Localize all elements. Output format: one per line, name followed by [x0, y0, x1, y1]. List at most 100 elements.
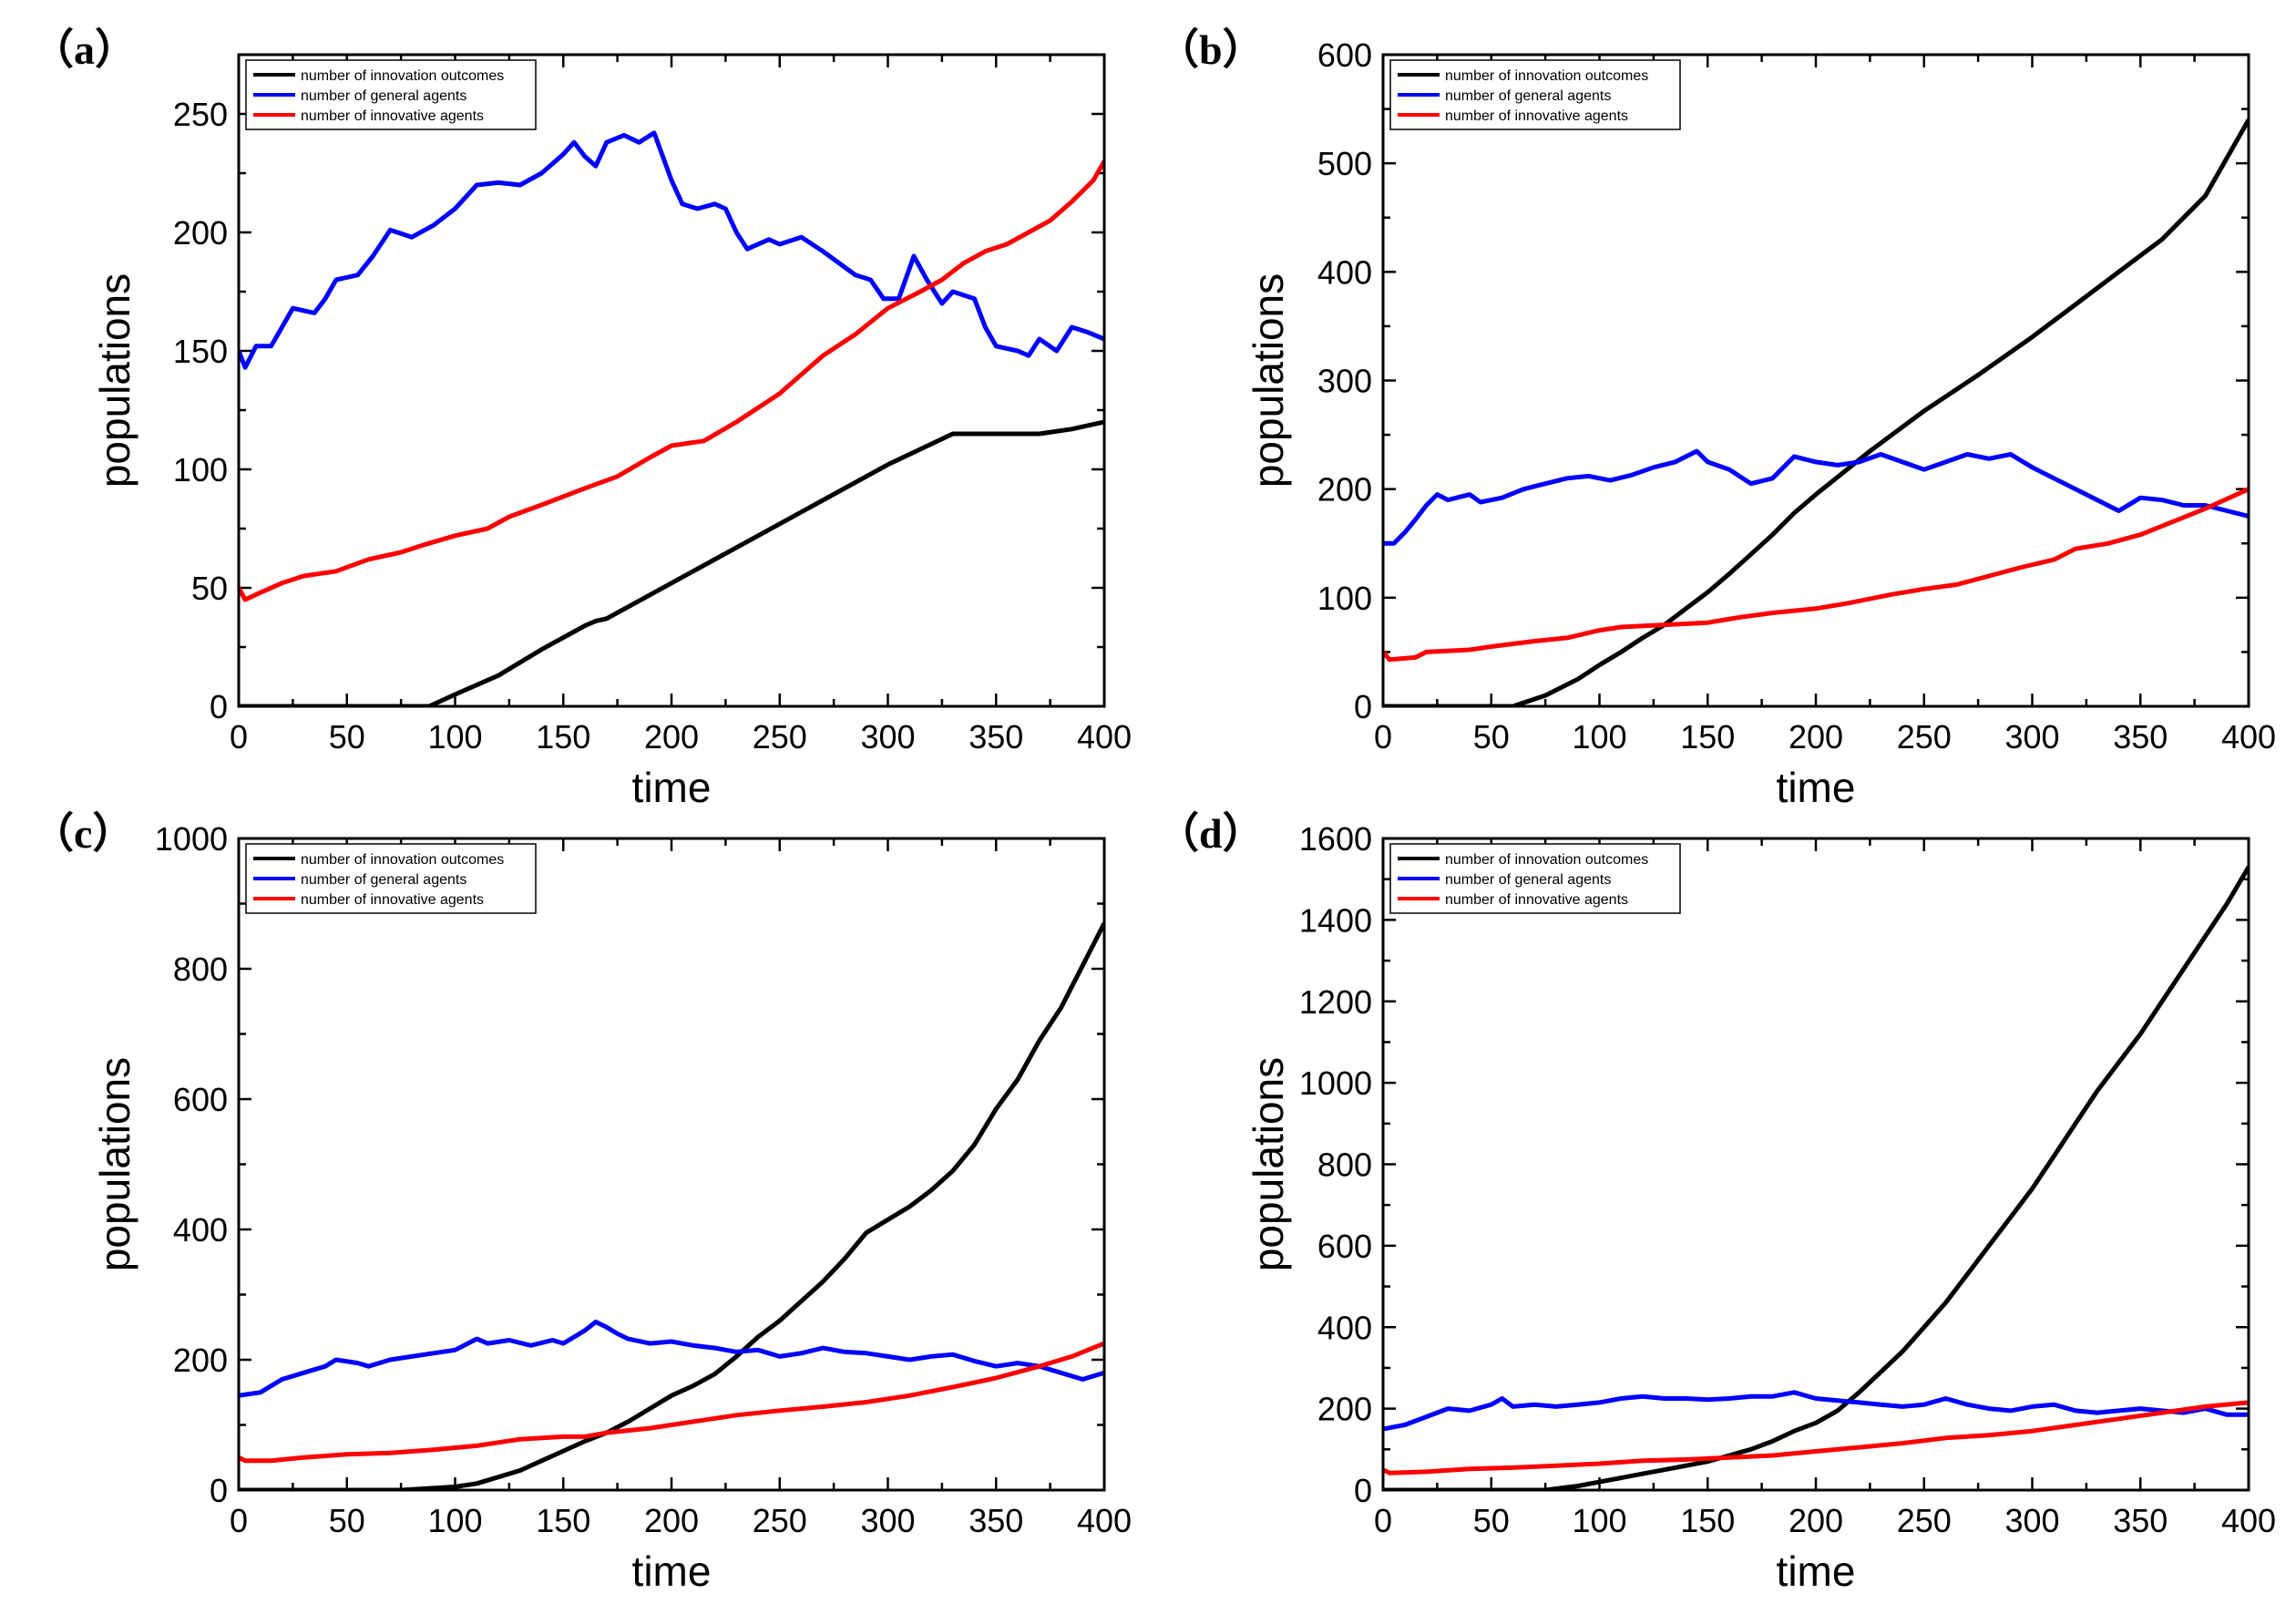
panel-label: （a）	[32, 26, 137, 73]
x-tick-label: 150	[1680, 1502, 1735, 1539]
x-tick-label: 50	[329, 718, 365, 756]
plot-frame	[1381, 837, 2250, 1492]
y-tick-label: 600	[1317, 1228, 1372, 1265]
y-tick-label: 100	[1317, 580, 1372, 617]
series-line-3	[1383, 1400, 2249, 1475]
y-tick-label: 150	[173, 333, 228, 370]
y-axis-title: populations	[91, 273, 138, 488]
y-tick-label: 200	[173, 1342, 228, 1379]
y-tick-label: 1600	[1299, 820, 1372, 858]
x-tick-label: 350	[969, 718, 1023, 756]
x-tick-label: 100	[1572, 718, 1626, 756]
x-tick-label: 400	[1077, 1502, 1132, 1539]
series-line-1	[1383, 118, 2249, 706]
x-tick-label: 300	[2004, 718, 2059, 756]
x-tick-label: 250	[1897, 1502, 1952, 1539]
x-tick-label: 200	[644, 718, 699, 756]
chart-panel-2: （b） 0 50 100 150 200 250 300 350 400 0 100 200 300 400…	[1157, 26, 2276, 811]
legend-entry-3: number of innovative agents	[301, 892, 484, 908]
x-tick-label: 250	[753, 718, 807, 756]
x-tick-label: 300	[2004, 1502, 2059, 1539]
series-line-3	[239, 1341, 1104, 1464]
y-tick-label: 200	[1317, 471, 1372, 509]
y-tick-label: 0	[1354, 1472, 1372, 1509]
series-line-3	[1383, 487, 2249, 663]
y-tick-label: 1000	[155, 820, 228, 858]
legend-entry-3: number of innovative agents	[1445, 892, 1628, 908]
legend-entry-1: number of innovation outcomes	[1445, 68, 1648, 84]
x-tick-label: 350	[2113, 718, 2168, 756]
legend-entry-3: number of innovative agents	[1445, 108, 1628, 124]
y-tick-label: 400	[1317, 1309, 1372, 1346]
series-line-1	[239, 921, 1104, 1490]
y-tick-label: 800	[173, 951, 228, 988]
legend-entry-1: number of innovation outcomes	[301, 68, 504, 84]
series-line-2	[239, 130, 1104, 370]
legend-entry-2: number of general agents	[1445, 88, 1611, 104]
legend-entry-2: number of general agents	[1445, 872, 1611, 888]
y-tick-label: 1200	[1299, 983, 1372, 1021]
x-tick-label: 250	[753, 1502, 807, 1539]
x-tick-label: 150	[536, 718, 590, 756]
x-tick-label: 400	[2221, 1502, 2276, 1539]
x-tick-label: 100	[427, 718, 482, 756]
x-tick-label: 200	[1789, 1502, 1843, 1539]
y-tick-label: 600	[173, 1081, 228, 1118]
x-tick-label: 350	[2113, 1502, 2168, 1539]
legend: number of innovation outcomes number of g…	[1389, 59, 1681, 130]
y-tick-label: 300	[1317, 363, 1372, 400]
x-tick-label: 250	[1897, 718, 1952, 756]
y-tick-label: 250	[173, 96, 228, 133]
y-axis-title: populations	[1245, 273, 1292, 488]
y-tick-label: 200	[173, 214, 228, 252]
series-line-1	[1383, 866, 2249, 1490]
y-tick-label: 600	[1317, 36, 1372, 74]
y-tick-label: 0	[210, 1472, 228, 1509]
x-axis-title: time	[632, 764, 712, 811]
x-tick-label: 400	[1077, 718, 1132, 756]
x-axis-title: time	[1777, 764, 1856, 811]
y-tick-label: 400	[173, 1211, 228, 1249]
x-tick-label: 100	[427, 1502, 482, 1539]
x-tick-label: 200	[644, 1502, 699, 1539]
chart-panel-3: （c） 0 50 100 150 200 250 300 350 400 0 200 400 600 800…	[32, 810, 1132, 1595]
chart-panel-1: （a） 0 50 100 150 200 250 300 350 400 0 50 100 150 200 2…	[32, 26, 1132, 811]
y-tick-label: 1400	[1299, 901, 1372, 939]
x-tick-label: 400	[2221, 718, 2276, 756]
series-line-3	[239, 159, 1104, 602]
chart-panel-4: （d） 0 50 100 150 200 250 300 350 400 0 200 400 600 800…	[1157, 810, 2276, 1595]
y-tick-label: 800	[1317, 1146, 1372, 1184]
y-tick-label: 0	[1354, 688, 1372, 725]
x-tick-label: 0	[230, 718, 248, 756]
y-axis-title: populations	[91, 1057, 138, 1271]
legend-entry-2: number of general agents	[301, 88, 466, 104]
x-tick-label: 150	[536, 1502, 590, 1539]
x-tick-label: 50	[329, 1502, 365, 1539]
y-tick-label: 50	[191, 570, 228, 607]
x-tick-label: 300	[860, 1502, 915, 1539]
x-tick-label: 300	[860, 718, 915, 756]
y-tick-label: 500	[1317, 145, 1372, 182]
legend: number of innovation outcomes number of g…	[1389, 843, 1681, 914]
plot-frame	[237, 837, 1106, 1492]
plot-frame	[237, 53, 1106, 708]
x-axis-title: time	[1777, 1547, 1856, 1595]
x-tick-label: 0	[1374, 718, 1392, 756]
legend: number of innovation outcomes number of g…	[245, 59, 537, 130]
plot-frame	[1381, 53, 2250, 708]
series-line-2	[1383, 1390, 2249, 1432]
x-tick-label: 0	[230, 1502, 248, 1539]
y-tick-label: 0	[210, 688, 228, 725]
legend-entry-1: number of innovation outcomes	[301, 852, 504, 868]
x-tick-label: 50	[1473, 718, 1510, 756]
x-tick-label: 350	[969, 1502, 1023, 1539]
y-tick-label: 1000	[1299, 1064, 1372, 1102]
x-tick-label: 0	[1374, 1502, 1392, 1539]
series-line-2	[1383, 448, 2249, 546]
x-tick-label: 50	[1473, 1502, 1510, 1539]
x-axis-title: time	[632, 1547, 712, 1595]
y-tick-label: 400	[1317, 253, 1372, 291]
panel-label: （c）	[32, 810, 134, 857]
panel-label: （b）	[1157, 26, 1265, 73]
